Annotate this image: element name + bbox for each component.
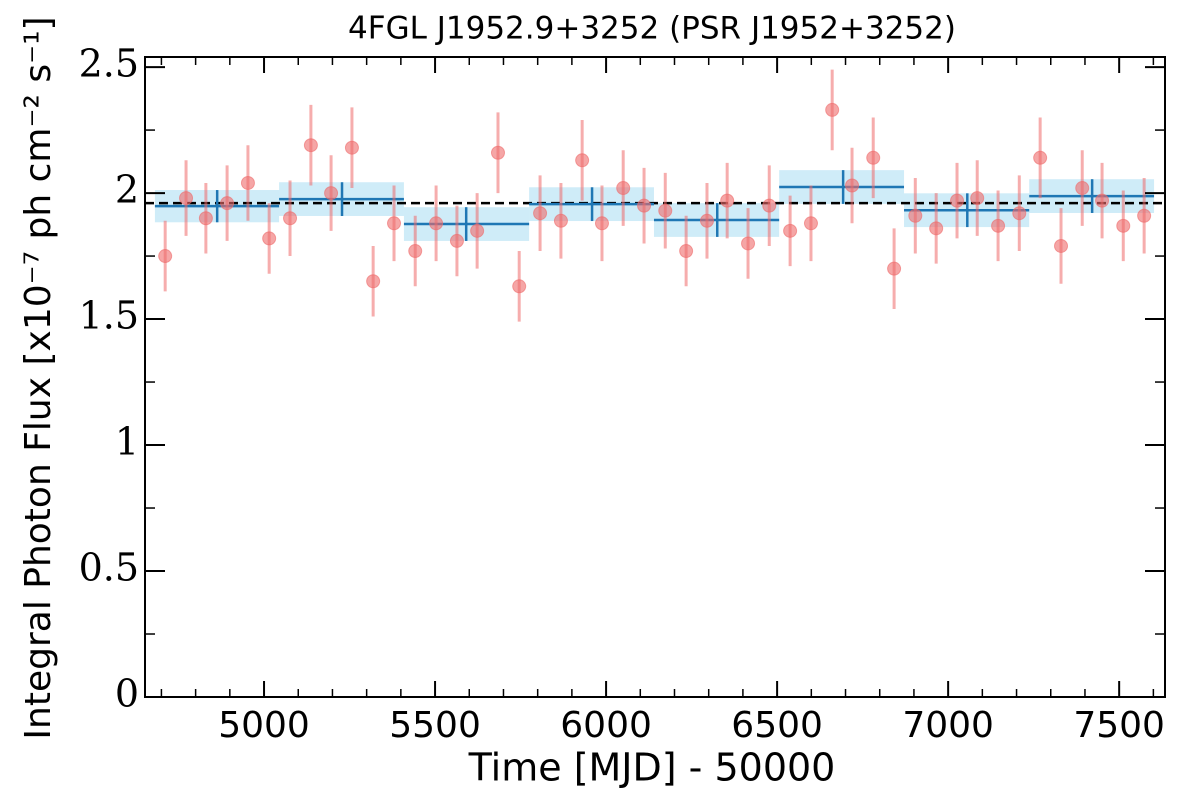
point (240, 175, 255, 190)
x-tick-label: 7000 (902, 705, 994, 746)
point (991, 218, 1006, 233)
point (553, 213, 568, 228)
x-tick-label: 6500 (731, 705, 823, 746)
x-axis-label: Time [MJD] - 50000 (468, 746, 836, 790)
point (929, 221, 944, 236)
point (803, 216, 818, 231)
point (366, 274, 381, 289)
point (220, 196, 235, 211)
chart-title: 4FGL J1952.9+3252 (PSR J1952+3252) (348, 11, 956, 47)
point (324, 186, 339, 201)
point (679, 244, 694, 259)
x-tick-label: 5000 (218, 705, 310, 746)
point (179, 191, 194, 206)
point (158, 249, 173, 264)
point (658, 203, 673, 218)
point (594, 216, 609, 231)
point (1116, 218, 1131, 233)
x-tick-label: 5500 (389, 705, 481, 746)
point (970, 191, 985, 206)
point (533, 206, 548, 221)
y-tick-label: 0 (115, 672, 139, 716)
point (1095, 193, 1110, 208)
point (262, 231, 277, 246)
y-tick-label: 2 (115, 168, 139, 212)
point (783, 223, 798, 238)
point (908, 208, 923, 223)
point (1033, 150, 1048, 165)
point (512, 279, 527, 294)
point (887, 261, 902, 276)
point (408, 244, 423, 259)
point (1054, 238, 1069, 253)
y-tick-label: 0.5 (79, 546, 139, 590)
point (699, 213, 714, 228)
point (198, 211, 213, 226)
y-tick-label: 1.5 (79, 294, 139, 338)
point (470, 223, 485, 238)
point (429, 216, 444, 231)
point (387, 216, 402, 231)
point (1075, 181, 1090, 196)
point (303, 138, 318, 153)
point (720, 193, 735, 208)
y-tick-label: 1 (115, 420, 139, 464)
point (845, 178, 860, 193)
point (490, 145, 505, 160)
point (283, 211, 298, 226)
x-tick-label: 6000 (560, 705, 652, 746)
y-tick-label: 2.5 (79, 42, 139, 86)
plot-frame (144, 56, 1166, 698)
point (950, 193, 965, 208)
point (825, 102, 840, 117)
point (616, 181, 631, 196)
point (575, 153, 590, 168)
point (1137, 208, 1152, 223)
point (637, 198, 652, 213)
point (866, 150, 881, 165)
x-tick-label: 7500 (1073, 705, 1165, 746)
y-axis-label: Integral Photon Flux [x10⁻⁷ ph cm⁻² s⁻¹] (18, 16, 59, 739)
point (449, 233, 464, 248)
point (762, 198, 777, 213)
point (1012, 206, 1027, 221)
point (344, 140, 359, 155)
point (741, 236, 756, 251)
